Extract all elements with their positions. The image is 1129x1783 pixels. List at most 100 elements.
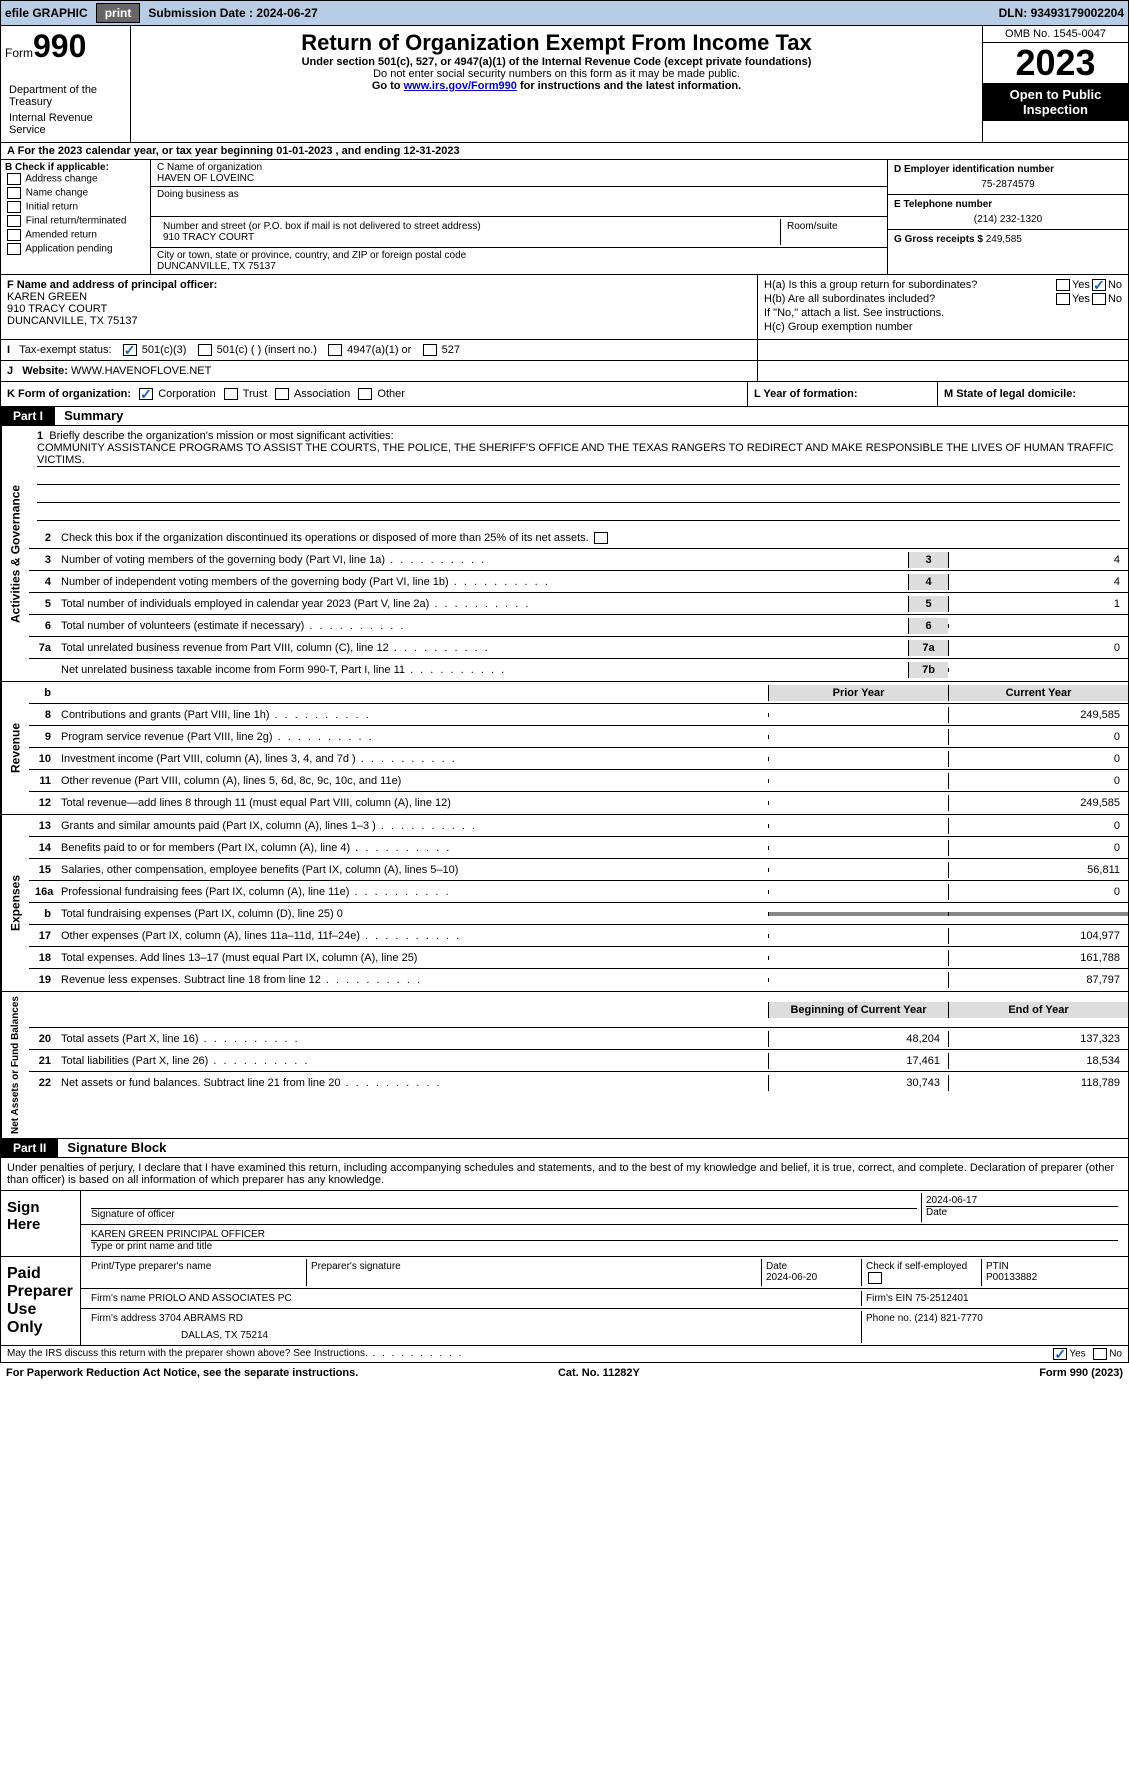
discuss-yes-cb[interactable] — [1053, 1348, 1067, 1360]
row-prior — [768, 956, 948, 960]
dln-value: 93493179002204 — [1031, 6, 1124, 20]
phone-label: E Telephone number — [894, 199, 1122, 210]
gov-row-7a: 7aTotal unrelated business revenue from … — [29, 637, 1128, 659]
cb-assoc[interactable] — [275, 388, 289, 400]
cb-self-employed[interactable] — [868, 1272, 882, 1284]
row-num: 19 — [29, 972, 57, 988]
gov-row-6: 6Total number of volunteers (estimate if… — [29, 615, 1128, 637]
row-label: Professional fundraising fees (Part IX, … — [57, 884, 768, 900]
row-k-cell: K Form of organization: Corporation Trus… — [1, 382, 748, 406]
cb-initial-return[interactable]: Initial return — [5, 201, 146, 213]
cb-label: Address change — [25, 174, 97, 185]
cb-label: Final return/terminated — [26, 216, 127, 227]
row-prior — [768, 824, 948, 828]
website-label: Website: — [22, 365, 71, 377]
col-h: H(a) Is this a group return for subordin… — [758, 275, 1128, 339]
cb-other[interactable] — [358, 388, 372, 400]
gov-row-4: 4Number of independent voting members of… — [29, 571, 1128, 593]
ha-no-cb[interactable] — [1092, 279, 1106, 291]
cb-corp[interactable] — [139, 388, 153, 400]
open-public: Open to Public Inspection — [983, 83, 1128, 121]
row-m-cell: M State of legal domicile: — [938, 382, 1128, 406]
row-num: 13 — [29, 818, 57, 834]
row-cur: 87,797 — [948, 972, 1128, 988]
hb-yes-cb[interactable] — [1056, 293, 1070, 305]
paid-preparer-label: Paid Preparer Use Only — [1, 1257, 81, 1345]
type-label: Type or print name and title — [91, 1241, 1118, 1252]
subtitle-2: Do not enter social security numbers on … — [135, 68, 978, 80]
omb-number: OMB No. 1545-0047 — [983, 26, 1128, 43]
discuss-row: May the IRS discuss this return with the… — [1, 1345, 1128, 1362]
exp-row-17: 17Other expenses (Part IX, column (A), l… — [29, 925, 1128, 947]
row-cur: 0 — [948, 751, 1128, 767]
firm-name-row: Firm's name PRIOLO AND ASSOCIATES PC Fir… — [81, 1289, 1128, 1309]
row-cur: 0 — [948, 884, 1128, 900]
room-label: Room/suite — [787, 221, 875, 232]
submission-date-label: Submission Date : — [148, 6, 256, 20]
exp-row-16b: bTotal fundraising expenses (Part IX, co… — [29, 903, 1128, 925]
firm-ein-label: Firm's EIN — [866, 1293, 915, 1304]
row-prior — [768, 713, 948, 717]
row-cur: 137,323 — [948, 1031, 1128, 1047]
row-box: 5 — [908, 596, 948, 612]
cb-final-return[interactable]: Final return/terminated — [5, 215, 146, 227]
officer-label: F Name and address of principal officer: — [7, 279, 751, 291]
dln-label: DLN: — [999, 6, 1031, 20]
gross-label: G Gross receipts $ — [894, 234, 986, 245]
officer-typed: KAREN GREEN PRINCIPAL OFFICER — [91, 1229, 1118, 1241]
row-label: Total liabilities (Part X, line 26) — [57, 1053, 768, 1069]
gov-row-7b: Net unrelated business taxable income fr… — [29, 659, 1128, 681]
opt-501c3: 501(c)(3) — [142, 344, 187, 356]
date-label: Date — [926, 1207, 1118, 1218]
row-prior-shaded — [768, 912, 948, 916]
discuss-no-cb[interactable] — [1093, 1348, 1107, 1360]
form-number-box: Form990 Department of the Treasury Inter… — [1, 26, 131, 142]
goto-pre: Go to — [372, 80, 404, 92]
row-prior — [768, 779, 948, 783]
hdr-num — [29, 1008, 57, 1012]
cb-amended-return[interactable]: Amended return — [5, 229, 146, 241]
ha-yes-cb[interactable] — [1056, 279, 1070, 291]
cb-application-pending[interactable]: Application pending — [5, 243, 146, 255]
city-row: City or town, state or province, country… — [151, 248, 887, 274]
irs-link[interactable]: www.irs.gov/Form990 — [404, 80, 517, 92]
row-val — [948, 624, 1128, 628]
expenses-grid: Expenses 13Grants and similar amounts pa… — [0, 815, 1129, 992]
revenue-body: bPrior YearCurrent Year 8Contributions a… — [29, 682, 1128, 814]
ein-value: 75-2874579 — [894, 179, 1122, 190]
row-label: Contributions and grants (Part VIII, lin… — [57, 707, 768, 723]
col-c: C Name of organization HAVEN OF LOVEINC … — [151, 160, 888, 274]
no-label: No — [1108, 293, 1122, 305]
cb-501c3[interactable] — [123, 344, 137, 356]
cb-trust[interactable] — [224, 388, 238, 400]
footer-right: Form 990 (2023) — [1039, 1367, 1123, 1379]
rev-header-row: bPrior YearCurrent Year — [29, 682, 1128, 704]
cb-501c[interactable] — [198, 344, 212, 356]
hdr-begin: Beginning of Current Year — [768, 1002, 948, 1018]
row-prior — [768, 868, 948, 872]
row-label: Total expenses. Add lines 13–17 (must eq… — [57, 950, 768, 966]
sig-date: 2024-06-17 — [926, 1195, 1118, 1207]
row-val: 1 — [948, 596, 1128, 612]
row-cur: 104,977 — [948, 928, 1128, 944]
row-label: Revenue less expenses. Subtract line 18 … — [57, 972, 768, 988]
cb-address-change[interactable]: Address change — [5, 173, 146, 185]
row-cur-shaded — [948, 912, 1128, 916]
cb-name-change[interactable]: Name change — [5, 187, 146, 199]
q2-cb[interactable] — [594, 532, 608, 544]
row-num: 9 — [29, 729, 57, 745]
row-i-right — [758, 340, 1128, 360]
sign-here-label: Sign Here — [1, 1191, 81, 1256]
year-box: OMB No. 1545-0047 2023 Open to Public In… — [983, 26, 1128, 142]
opt-assoc: Association — [294, 388, 350, 400]
net-row-21: 21Total liabilities (Part X, line 26)17,… — [29, 1050, 1128, 1072]
cb-527[interactable] — [423, 344, 437, 356]
row-label: Number of voting members of the governin… — [57, 552, 908, 568]
declaration-text: Under penalties of perjury, I declare th… — [1, 1158, 1128, 1191]
no-label: No — [1108, 279, 1122, 291]
row-prior — [768, 757, 948, 761]
hb-no-cb[interactable] — [1092, 293, 1106, 305]
sig-type-row: KAREN GREEN PRINCIPAL OFFICER Type or pr… — [81, 1225, 1128, 1256]
print-button[interactable]: print — [96, 3, 141, 23]
cb-4947[interactable] — [328, 344, 342, 356]
